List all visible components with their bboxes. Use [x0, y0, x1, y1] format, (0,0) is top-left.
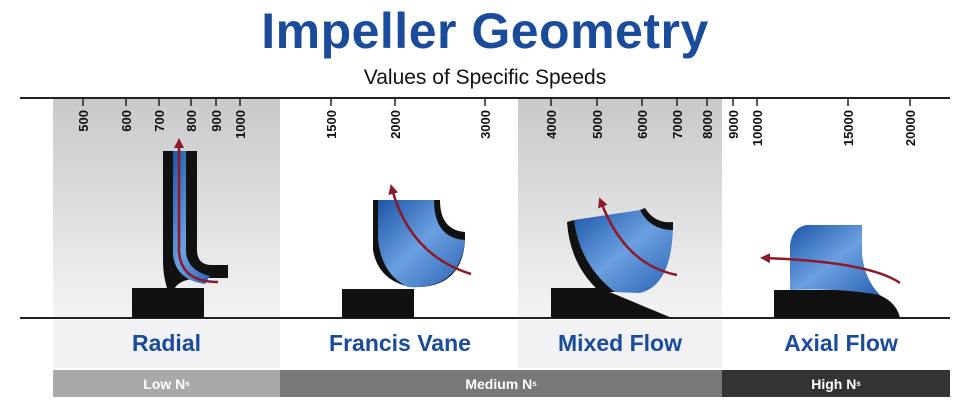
tick-label: 700	[152, 110, 167, 132]
tick-label: 5000	[590, 110, 605, 139]
francis-vane-impeller	[342, 184, 472, 318]
diagram-subtitle: Values of Specific Speeds	[363, 66, 607, 89]
band-low-sub: s	[185, 379, 190, 388]
tick-label: 9000	[726, 110, 741, 139]
band-high-sub: s	[856, 379, 861, 388]
label-bg-radial	[53, 320, 280, 368]
tick-label: 1500	[324, 110, 339, 139]
tick-label: 8000	[700, 110, 715, 139]
tick-label: 500	[76, 110, 91, 132]
tick-marks: 500 600 700 800 900 1000 1500 2000 3000 4000 5000 6…	[76, 98, 918, 146]
tick-label: 15000	[841, 110, 856, 146]
diagram-title: Impeller Geometry	[261, 3, 709, 59]
tick-label: 800	[184, 110, 199, 132]
tick-label: 7000	[670, 110, 685, 139]
mixed-flow-impeller	[551, 197, 678, 318]
axial-flow-impeller	[760, 225, 901, 318]
tick-label: 2000	[388, 110, 403, 139]
tick-label: 6000	[635, 110, 650, 139]
type-label-francis-vane: Francis Vane	[329, 330, 471, 356]
band-medium-sub: s	[532, 379, 537, 388]
radial-impeller	[132, 138, 228, 318]
tick-label: 20000	[903, 110, 918, 146]
tick-label: 1000	[233, 110, 248, 139]
label-bg-mixed	[518, 320, 722, 368]
type-label-radial: Radial	[131, 330, 202, 356]
tick-label: 900	[209, 110, 224, 132]
tick-label: 10000	[750, 110, 765, 146]
type-label-mixed-flow: Mixed Flow	[558, 330, 682, 356]
band-low-label: Low N	[143, 375, 186, 392]
band-high-label: High N	[811, 375, 857, 392]
band-medium-label: Medium N	[465, 375, 533, 392]
type-label-axial-flow: Axial Flow	[784, 330, 898, 356]
tick-label: 4000	[544, 110, 559, 139]
tick-label: 600	[119, 110, 134, 132]
tick-label: 3000	[478, 110, 493, 139]
